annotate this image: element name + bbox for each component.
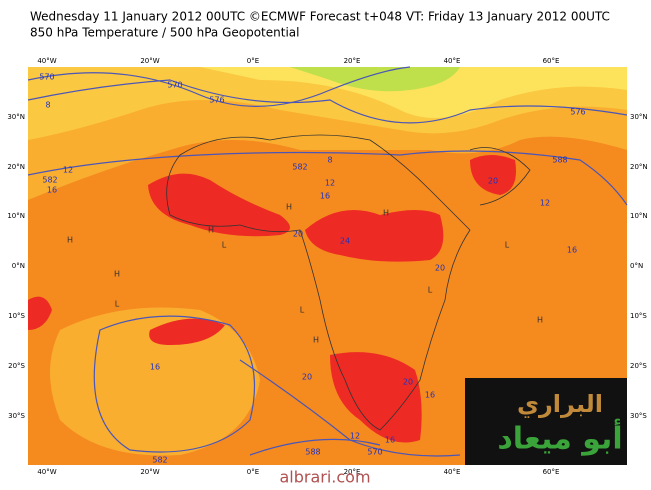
contour-label: 20 [302, 373, 312, 382]
lon-label: 40°W [37, 57, 56, 65]
lat-label: 20°S [8, 362, 25, 370]
lat-label: 10°S [8, 312, 25, 320]
pressure-label: L [115, 300, 120, 309]
lat-label: 10°N [7, 212, 25, 220]
pressure-label: L [505, 241, 510, 250]
contour-label: 12 [540, 199, 550, 208]
lat-label: 10°S [630, 312, 647, 320]
contour-label: 16 [425, 391, 435, 400]
contour-label: 16 [150, 363, 160, 372]
subtitle: 850 hPa Temperature / 500 hPa Geopotenti… [30, 26, 299, 40]
contour-label: 16 [385, 436, 395, 445]
contour-label: 570 [367, 448, 382, 457]
lon-label: 0°E [247, 468, 259, 476]
contour-label: 576 [209, 96, 224, 105]
contour-label: 582 [292, 163, 307, 172]
cool-band [200, 67, 627, 118]
contour-label: 20 [488, 177, 498, 186]
lon-label: 20°E [344, 468, 361, 476]
pressure-label: H [208, 226, 214, 235]
hot-patch [149, 318, 225, 345]
pressure-label: H [537, 316, 543, 325]
lat-label: 30°N [7, 113, 25, 121]
pressure-label: L [300, 306, 305, 315]
lon-label: 20°W [140, 57, 159, 65]
contour-label: 20 [435, 264, 445, 273]
lon-label: 40°E [444, 57, 461, 65]
lon-label: 40°W [37, 468, 56, 476]
contour-label: 582 [152, 456, 167, 465]
cold-band [290, 67, 460, 92]
contour-label: 20 [403, 378, 413, 387]
lon-label: 0°E [247, 57, 259, 65]
watermark: البراري أبو ميعاد albrari.com [279, 378, 627, 487]
lat-label: 30°N [630, 113, 648, 121]
contour-label: 570 [167, 81, 182, 90]
lat-label: 10°N [630, 212, 648, 220]
hot-patch [470, 155, 516, 195]
lat-label: 0°N [12, 262, 25, 270]
contour-label: 576 [570, 108, 585, 117]
lon-label: 20°E [344, 57, 361, 65]
pressure-label: H [114, 270, 120, 279]
hot-patch [305, 210, 444, 262]
lat-label: 20°N [630, 163, 648, 171]
contour-label: 570 [39, 73, 54, 82]
lat-label: 30°S [8, 412, 25, 420]
pressure-label: L [428, 286, 433, 295]
watermark-site: albrari.com [279, 468, 370, 487]
contour-label: 12 [350, 432, 360, 441]
contour-label: 588 [305, 448, 320, 457]
coastlines [166, 134, 531, 431]
lon-label: 20°W [140, 468, 159, 476]
contour-label: 12 [325, 179, 335, 188]
pressure-label: L [222, 241, 227, 250]
watermark-box [465, 378, 627, 465]
contour-label: 588 [552, 156, 567, 165]
pressure-label: H [313, 336, 319, 345]
lat-label: 20°S [630, 362, 647, 370]
contour-label: 16 [320, 192, 330, 201]
contours [27, 66, 628, 457]
lon-label: 40°E [444, 468, 461, 476]
watermark-line1: البراري [517, 390, 603, 418]
hot-patch [330, 352, 422, 443]
contour-label: 20 [293, 230, 303, 239]
lat-label: 20°N [7, 163, 25, 171]
contour-label: 582 [42, 176, 57, 185]
pressure-label: H [67, 236, 73, 245]
title: Wednesday 11 January 2012 00UTC ©ECMWF F… [30, 10, 610, 24]
lat-label: 30°S [630, 412, 647, 420]
contour-label: 16 [47, 186, 57, 195]
contour-label: 16 [567, 246, 577, 255]
pressure-label: H [286, 203, 292, 212]
lat-label: 0°N [630, 262, 643, 270]
lon-label: 60°E [543, 468, 560, 476]
lon-label: 60°E [543, 57, 560, 65]
contour-label: 12 [63, 166, 73, 175]
hot-patch [28, 296, 52, 330]
contour-label: 8 [45, 101, 50, 110]
pressure-label: H [383, 209, 389, 218]
contour-label: 24 [340, 237, 350, 246]
map-field [27, 66, 628, 465]
watermark-line2: أبو ميعاد [497, 419, 622, 457]
contour-label: 8 [327, 156, 332, 165]
